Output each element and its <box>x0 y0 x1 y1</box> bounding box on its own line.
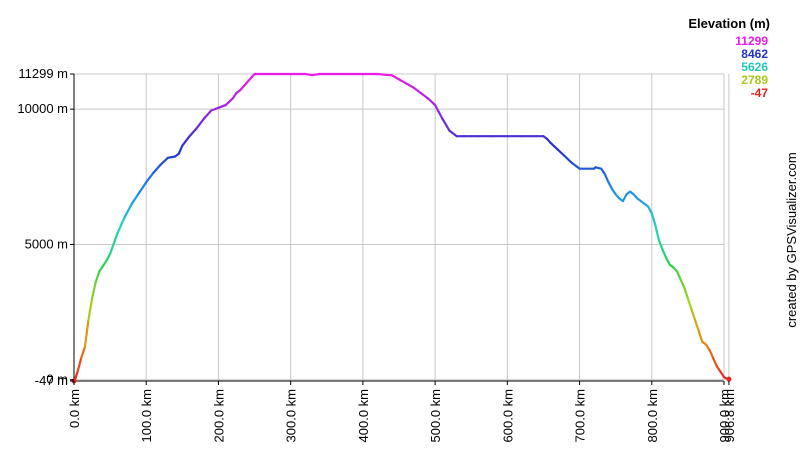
y-tick-label: 10000 m <box>17 101 68 116</box>
elevation-segment <box>166 155 177 159</box>
legend-entry: 5626 <box>741 60 768 74</box>
elevation-segment <box>145 171 155 184</box>
elevation-segment <box>556 148 567 158</box>
elevation-segment <box>690 308 697 322</box>
x-tick-label: 200.0 km <box>211 389 226 442</box>
x-tick-label: 900.0 km <box>717 389 732 442</box>
x-tick-label: 400.0 km <box>356 389 371 442</box>
elevation-segment <box>137 181 148 195</box>
x-tick-label: 0.0 km <box>67 389 82 428</box>
elevation-segment <box>654 224 661 242</box>
elevation-segment <box>123 202 133 219</box>
elevation-segment <box>109 232 119 256</box>
elevation-segment <box>661 248 668 260</box>
x-axis-ticks: 0.0 km 100.0 km 200.0 km 300.0 km 400.0 km 50… <box>67 381 737 442</box>
x-tick-label: 600.0 km <box>500 389 515 442</box>
elevation-segment <box>130 191 141 205</box>
elevation-segment <box>448 129 458 138</box>
legend-entry: 2789 <box>741 73 768 87</box>
elevation-segment <box>665 256 671 266</box>
elevation-segment <box>405 82 415 89</box>
elevation-segment <box>181 135 191 147</box>
elevation-segment <box>83 319 90 349</box>
elevation-segment <box>195 117 206 130</box>
elevation-segment <box>675 270 682 281</box>
elevation-segment <box>412 86 422 95</box>
elevation-segment <box>657 239 664 251</box>
elevation-segment <box>549 141 559 151</box>
credit-text: created by GPSVisualizer.com <box>784 152 799 327</box>
x-tick-label: 906.8 km <box>722 389 737 442</box>
elevation-segment <box>152 163 162 174</box>
elevation-segment <box>239 80 249 92</box>
elevation-segment <box>105 252 112 262</box>
elevation-segment <box>87 297 94 322</box>
x-tick-label: 100.0 km <box>139 389 154 442</box>
x-tick-label: 500.0 km <box>428 389 443 442</box>
x-tick-label: 300.0 km <box>284 389 299 442</box>
y-axis-ticks: 11299 m 10000 m 5000 m 0 m-47 m <box>17 66 74 388</box>
legend: Elevation (m) 11299 8462 5626 2789 -47 <box>688 16 770 100</box>
elevation-segment <box>441 117 451 132</box>
elevation-segment <box>426 97 437 107</box>
elevation-segment <box>177 144 184 155</box>
legend-entry: 11299 <box>735 34 768 48</box>
elevation-segment <box>116 216 126 235</box>
elevation-segment <box>210 106 220 112</box>
elevation-segment <box>94 270 101 284</box>
elevation-segment <box>202 109 213 120</box>
elevation-segment <box>90 281 97 300</box>
elevation-segment <box>686 297 693 311</box>
legend-entry: 8462 <box>741 47 768 61</box>
elevation-segment <box>650 212 657 227</box>
elevation-segment <box>647 205 653 215</box>
elevation-segment <box>376 72 393 77</box>
elevation-segment <box>697 329 704 343</box>
elevation-segment <box>311 72 321 77</box>
elevation-segment <box>571 162 581 170</box>
plot-frame <box>73 74 725 382</box>
elevation-segment <box>80 346 86 360</box>
elevation-segment <box>390 74 401 81</box>
y-tick-label: 5000 m <box>25 236 68 251</box>
elevation-segment <box>607 181 614 191</box>
elevation-segment <box>708 348 715 360</box>
y-tick-label: 0 m <box>46 372 68 387</box>
x-tick-label: 700.0 km <box>573 389 588 442</box>
elevation-segment <box>397 78 408 85</box>
elevation-segment <box>159 156 169 166</box>
elevation-segment <box>683 286 689 300</box>
elevation-line <box>71 72 732 384</box>
legend-entry: -47 <box>751 86 769 100</box>
y-tick-label: -47 m <box>35 373 68 388</box>
elevation-segment <box>224 97 234 107</box>
elevation-segment <box>679 278 686 289</box>
elevation-segment <box>304 72 314 77</box>
y-tick-label: 11299 m <box>18 66 68 81</box>
grid-lines <box>73 73 730 382</box>
elevation-segment <box>564 155 574 165</box>
elevation-segment <box>246 72 256 84</box>
elevation-segment <box>434 103 440 113</box>
elevation-segment <box>76 356 83 373</box>
elevation-segment <box>712 356 718 368</box>
legend-title: Elevation (m) <box>688 16 770 31</box>
elevation-segment <box>621 193 628 203</box>
elevation-segment <box>419 91 429 100</box>
elevation-segment <box>694 319 700 333</box>
x-tick-label: 800.0 km <box>645 389 660 442</box>
elevation-segment <box>437 110 444 120</box>
elevation-segment <box>74 370 79 380</box>
end-point <box>726 376 732 382</box>
elevation-segment <box>188 126 198 138</box>
elevation-segment <box>603 172 610 184</box>
